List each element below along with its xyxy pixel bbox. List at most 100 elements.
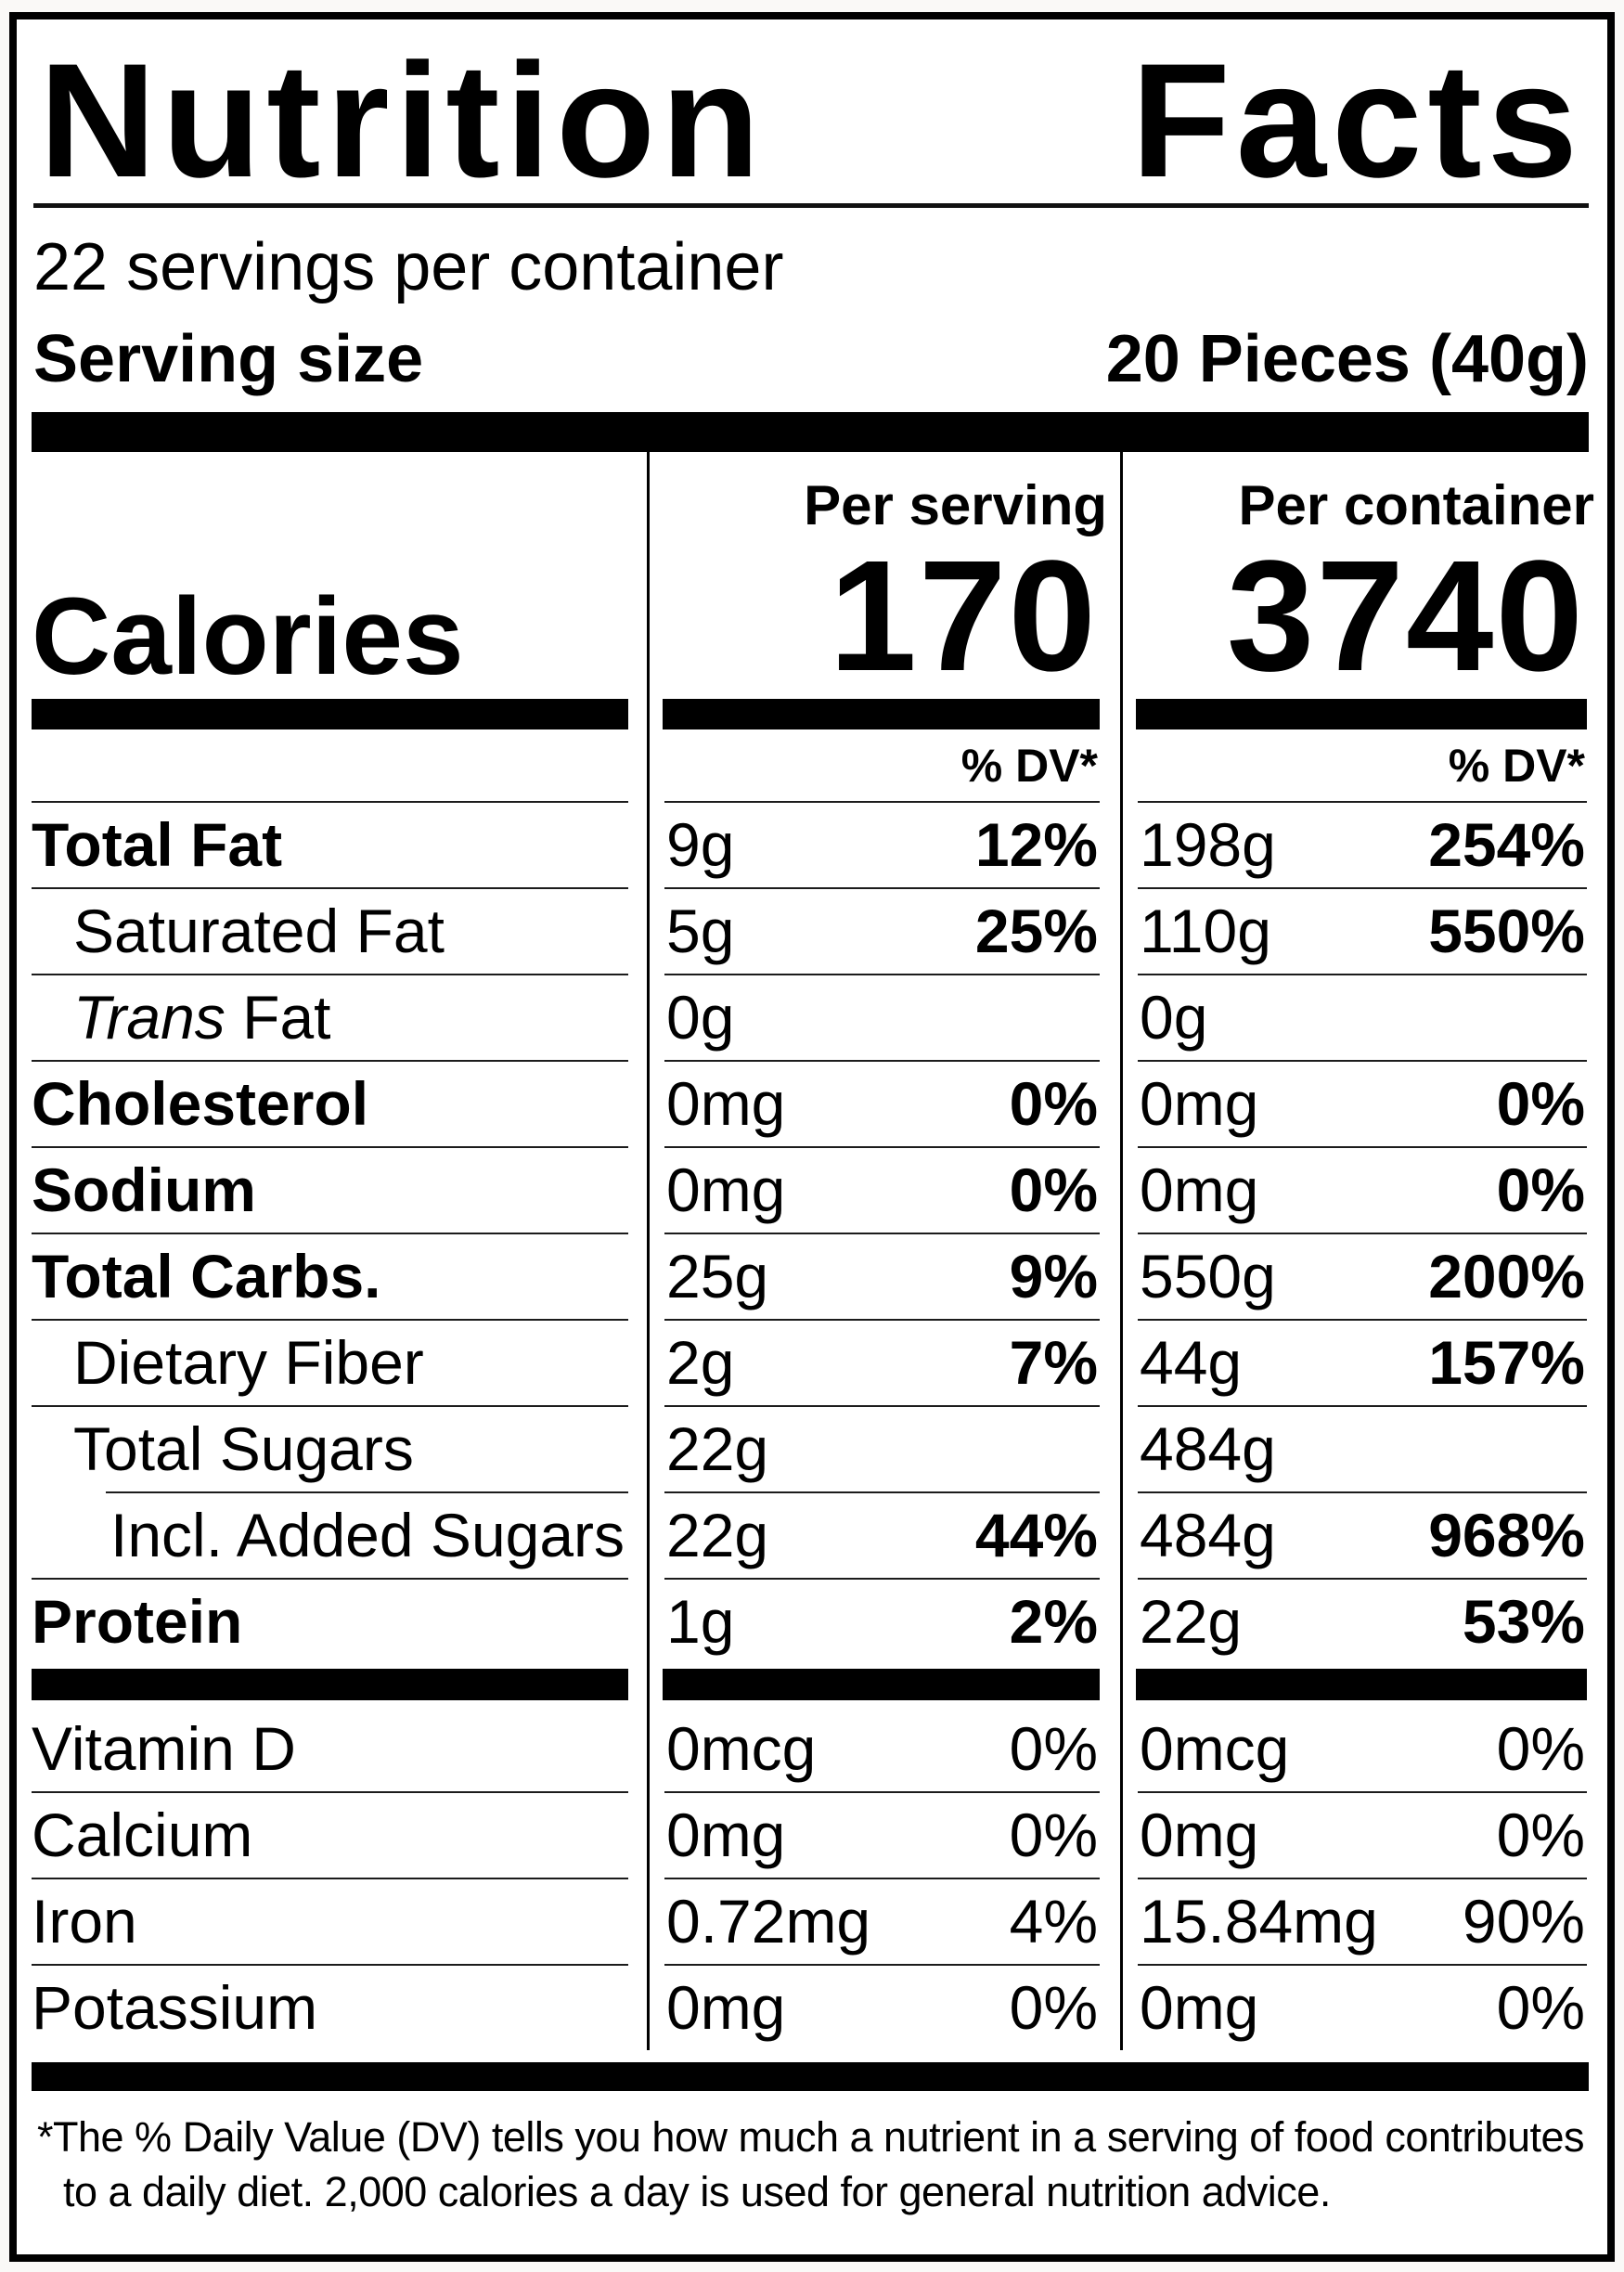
- container-dv: 0%: [1496, 1155, 1585, 1224]
- row-vitamin-d: Vitamin D 0mcg 0% 0mcg 0%: [17, 1705, 1607, 1791]
- container-dv: 0%: [1496, 1713, 1585, 1783]
- serving-size-row: Serving size 20 Pieces (40g): [33, 321, 1589, 397]
- serving-size-value: 20 Pieces (40g): [1105, 322, 1589, 396]
- title-word-nutrition: Nutrition: [39, 31, 766, 212]
- container-amount: 0mg: [1140, 1972, 1259, 2042]
- nutrient-name: Potassium: [32, 1972, 318, 2042]
- container-amount: 44g: [1140, 1327, 1243, 1397]
- row-trans-fat: Trans Fat 0g 0g: [17, 974, 1607, 1060]
- container-dv: 90%: [1462, 1886, 1585, 1956]
- serving-dv: 4%: [1009, 1886, 1098, 1956]
- calories-per-serving-value: 170: [829, 528, 1098, 704]
- container-amount: 0mg: [1140, 1068, 1259, 1138]
- container-dv: 550%: [1428, 896, 1585, 965]
- nutrient-name: Vitamin D: [32, 1713, 296, 1783]
- container-dv: 254%: [1428, 809, 1585, 879]
- row-total-carbs: Total Carbs. 25g 9% 550g 200%: [17, 1233, 1607, 1319]
- serving-size-label: Serving size: [33, 322, 424, 396]
- serving-dv: 0%: [1009, 1155, 1098, 1224]
- serving-dv: 0%: [1009, 1972, 1098, 2042]
- serving-amount: 1g: [666, 1586, 735, 1656]
- nutrient-name: Cholesterol: [32, 1068, 369, 1138]
- container-dv: 157%: [1428, 1327, 1585, 1397]
- title-rule: [33, 203, 1589, 208]
- nutrient-name: Sodium: [32, 1155, 256, 1224]
- container-dv: 0%: [1496, 1972, 1585, 2042]
- row-cholesterol: Cholesterol 0mg 0% 0mg 0%: [17, 1060, 1607, 1146]
- container-dv: 53%: [1462, 1586, 1585, 1656]
- serving-amount: 0mg: [666, 1972, 786, 2042]
- serving-amount: 0mcg: [666, 1713, 817, 1783]
- footnote-separator-bar: [32, 2062, 1589, 2091]
- row-total-sugars: Total Sugars 22g 484g: [17, 1405, 1607, 1491]
- serving-amount: 2g: [666, 1327, 735, 1397]
- dv-header-container: % DV*: [1448, 739, 1585, 792]
- row-total-fat: Total Fat 9g 12% 198g 254%: [17, 801, 1607, 887]
- label-title: Nutrition Facts: [17, 19, 1607, 212]
- nutrition-facts-label: Nutrition Facts 22 servings per containe…: [9, 12, 1615, 2262]
- daily-value-header-row: % DV* % DV*: [17, 729, 1607, 801]
- serving-dv: 7%: [1009, 1327, 1098, 1397]
- container-amount: 0g: [1140, 982, 1208, 1052]
- container-amount: 110g: [1140, 896, 1271, 965]
- serving-dv: 44%: [974, 1500, 1098, 1569]
- row-saturated-fat: Saturated Fat 5g 25% 110g 550%: [17, 887, 1607, 974]
- row-protein: Protein 1g 2% 22g 53%: [17, 1578, 1607, 1664]
- serving-amount: 0mg: [666, 1800, 786, 1869]
- container-amount: 550g: [1140, 1241, 1276, 1310]
- serving-amount: 0mg: [666, 1068, 786, 1138]
- nutrient-name: Incl. Added Sugars: [110, 1500, 625, 1569]
- serving-dv: 9%: [1009, 1241, 1098, 1310]
- nutrient-name: Calcium: [32, 1800, 253, 1869]
- nutrient-name: Protein: [32, 1586, 243, 1656]
- nutrient-name: Total Fat: [32, 809, 283, 879]
- container-amount: 0mg: [1140, 1800, 1259, 1869]
- calories-section: Calories Per serving 170 Per container 3…: [17, 452, 1607, 699]
- nutrient-name: Saturated Fat: [73, 896, 445, 965]
- daily-value-footnote: *The % Daily Value (DV) tells you how mu…: [37, 2113, 1585, 2215]
- servings-per-container: 22 servings per container: [33, 230, 784, 304]
- nutrient-name: Dietary Fiber: [73, 1327, 424, 1397]
- serving-amount: 25g: [666, 1241, 769, 1310]
- serving-amount: 0g: [666, 982, 735, 1052]
- container-dv: 0%: [1496, 1800, 1585, 1869]
- nutrient-name: Iron: [32, 1886, 137, 1956]
- container-dv: 968%: [1428, 1500, 1585, 1569]
- calories-underline-bars: [17, 699, 1607, 729]
- row-potassium: Potassium 0mg 0% 0mg 0%: [17, 1964, 1607, 2050]
- container-dv: 0%: [1496, 1068, 1585, 1138]
- calories-per-container-value: 3740: [1226, 528, 1585, 704]
- serving-amount: 0mg: [666, 1155, 786, 1224]
- nutrient-name: Trans Fat: [73, 982, 331, 1052]
- container-amount: 484g: [1140, 1414, 1276, 1483]
- serving-dv: 25%: [974, 896, 1098, 965]
- title-word-facts: Facts: [1130, 31, 1583, 212]
- dv-header-serving: % DV*: [960, 739, 1098, 792]
- container-amount: 0mg: [1140, 1155, 1259, 1224]
- serving-amount: 9g: [666, 809, 735, 879]
- container-amount: 22g: [1140, 1586, 1243, 1656]
- container-amount: 198g: [1140, 809, 1276, 879]
- container-amount: 484g: [1140, 1500, 1276, 1569]
- separator-thick-bar: [32, 412, 1589, 452]
- serving-amount: 0.72mg: [666, 1886, 871, 1956]
- row-dietary-fiber: Dietary Fiber 2g 7% 44g 157%: [17, 1319, 1607, 1405]
- row-sodium: Sodium 0mg 0% 0mg 0%: [17, 1146, 1607, 1233]
- serving-amount: 5g: [666, 896, 735, 965]
- row-iron: Iron 0.72mg 4% 15.84mg 90%: [17, 1878, 1607, 1964]
- serving-amount: 22g: [666, 1414, 769, 1483]
- nutrient-name: Total Sugars: [73, 1414, 414, 1483]
- container-amount: 15.84mg: [1140, 1886, 1378, 1956]
- serving-dv: 12%: [974, 809, 1098, 879]
- nutrient-name: Total Carbs.: [32, 1241, 381, 1310]
- serving-amount: 22g: [666, 1500, 769, 1569]
- serving-dv: 0%: [1009, 1713, 1098, 1783]
- serving-dv: 0%: [1009, 1068, 1098, 1138]
- row-added-sugars: Incl. Added Sugars 22g 44% 484g 968%: [17, 1491, 1607, 1578]
- serving-dv: 0%: [1009, 1800, 1098, 1869]
- row-calcium: Calcium 0mg 0% 0mg 0%: [17, 1791, 1607, 1878]
- serving-dv: 2%: [1009, 1586, 1098, 1656]
- per-container-header: Per container: [1238, 474, 1594, 536]
- per-serving-header: Per serving: [804, 474, 1107, 536]
- container-amount: 0mcg: [1140, 1713, 1290, 1783]
